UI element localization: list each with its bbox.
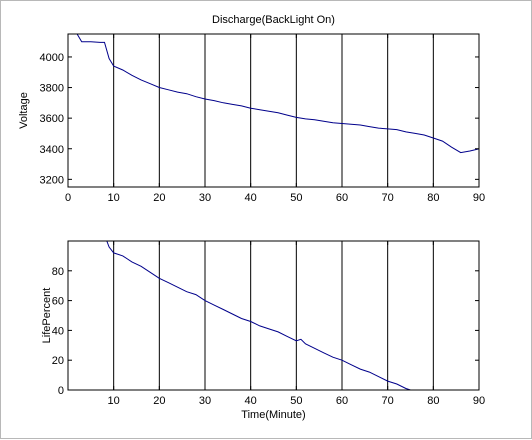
subplot-1-title: Discharge(BackLight On) — [212, 14, 335, 26]
subplot-1-y-tick-label: 3800 — [40, 83, 64, 95]
subplot-1-x-tick-label: 70 — [382, 192, 394, 204]
subplot-2-y-tick-label: 0 — [58, 385, 64, 397]
subplot-1-x-tick-label: 90 — [473, 192, 485, 204]
subplot-2-y-tick-label: 80 — [52, 266, 64, 278]
subplot-2-y-axis-label: LifePercent — [41, 288, 53, 344]
subplot-1-y-tick-label: 3400 — [40, 144, 64, 156]
subplot-2-x-axis-label: Time(Minute) — [241, 409, 305, 421]
subplot-1-plot-area — [68, 34, 479, 187]
subplot-1-series-line — [68, 34, 479, 154]
subplot-1-y-tick-label: 4000 — [40, 52, 64, 64]
subplot-1-y-tick-label: 3600 — [40, 113, 64, 125]
subplot-2-x-tick-label: 70 — [382, 395, 394, 407]
subplot-2-x-tick-label: 50 — [290, 395, 302, 407]
subplot-2-y-tick-label: 60 — [52, 296, 64, 308]
subplot-2-x-tick-label: 30 — [199, 395, 211, 407]
subplot-2-x-tick-label: 20 — [153, 395, 165, 407]
subplot-1-x-tick-label: 30 — [199, 192, 211, 204]
subplot-1-x-tick-label: 60 — [336, 192, 348, 204]
subplot-2-x-tick-label: 90 — [473, 395, 485, 407]
subplot-2-plot-area — [68, 241, 479, 390]
subplot-2-y-tick-label: 20 — [52, 355, 64, 367]
subplot-1-x-tick-label: 10 — [108, 192, 120, 204]
subplot-1-y-tick-label: 3200 — [40, 174, 64, 186]
subplot-1-x-tick-label: 80 — [427, 192, 439, 204]
subplot-2-series-line — [106, 241, 479, 390]
subplot-1-x-tick-label: 20 — [153, 192, 165, 204]
subplot-2-x-tick-label: 10 — [108, 395, 120, 407]
subplot-2-x-tick-label: 80 — [427, 395, 439, 407]
subplot-1-x-tick-label: 0 — [65, 192, 71, 204]
subplot-1-x-tick-label: 40 — [245, 192, 257, 204]
subplot-2-axes-frame — [67, 240, 480, 391]
subplot-2-y-tick-label: 40 — [52, 325, 64, 337]
subplot-2-x-tick-label: 60 — [336, 395, 348, 407]
subplot-1-axes-frame — [67, 33, 480, 188]
subplot-2-x-tick-label: 40 — [245, 395, 257, 407]
subplot-1-x-tick-label: 50 — [290, 192, 302, 204]
subplot-1-y-axis-label: Voltage — [18, 92, 30, 129]
